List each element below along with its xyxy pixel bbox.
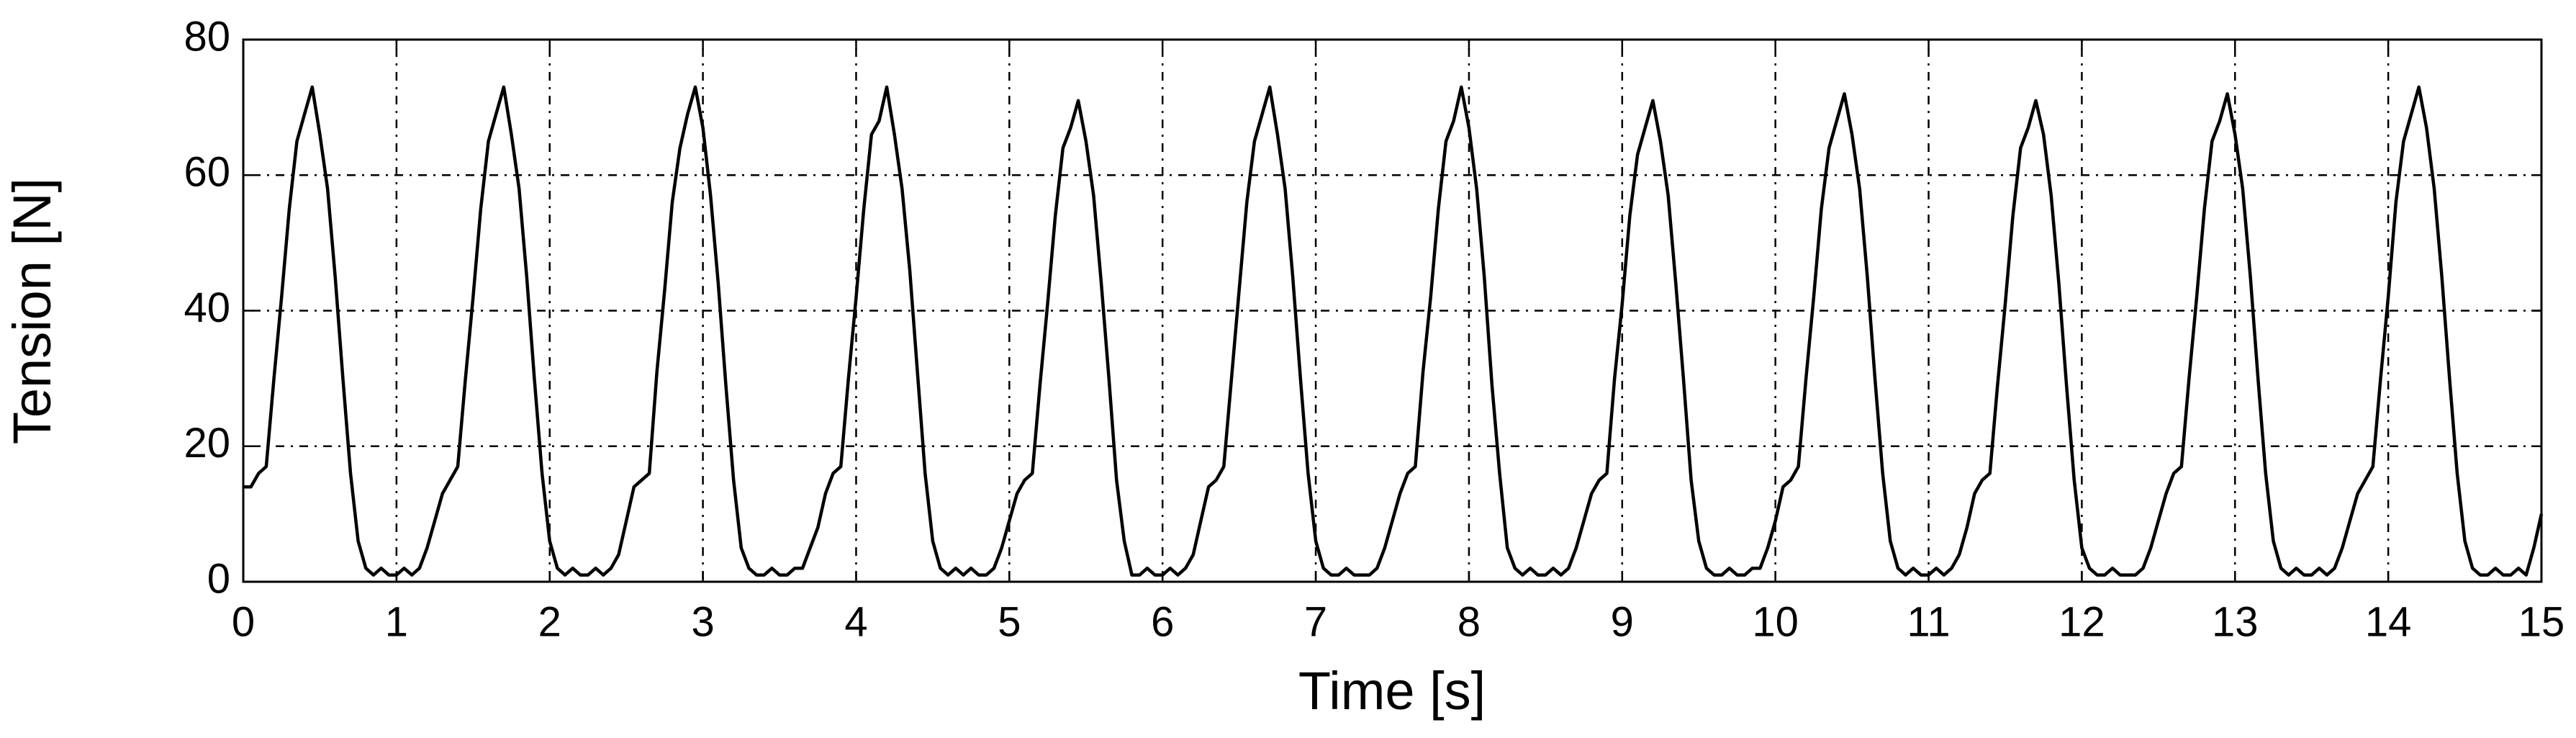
x-tick-label: 11 [1907,598,1950,645]
x-tick-label: 2 [538,598,561,645]
x-tick-label: 5 [998,598,1021,645]
x-tick-label: 0 [232,598,255,645]
x-tick-label: 3 [691,598,714,645]
y-axis-label: Tension [N] [2,178,62,444]
x-tick-label: 9 [1611,598,1634,645]
x-tick-label: 4 [844,598,867,645]
y-tick-label: 40 [184,284,230,331]
line-series [243,85,2544,577]
x-tick-label: 10 [1752,598,1799,645]
x-tick-label: 7 [1304,598,1327,645]
y-tick-label: 20 [184,420,230,467]
x-tick-label: 15 [2518,598,2565,645]
x-tick-label: 6 [1151,598,1174,645]
y-tick-label: 60 [184,149,230,196]
x-tick-label: 1 [385,598,408,645]
plot-frame [242,38,2543,583]
y-tick-label: 80 [184,13,230,60]
x-axis-label: Time [s] [1298,661,1486,721]
x-tick-label: 8 [1458,598,1481,645]
y-tick-label: 0 [207,555,230,602]
x-tick-label: 12 [2058,598,2105,645]
x-tick-label: 14 [2365,598,2412,645]
x-tick-label: 13 [2212,598,2259,645]
